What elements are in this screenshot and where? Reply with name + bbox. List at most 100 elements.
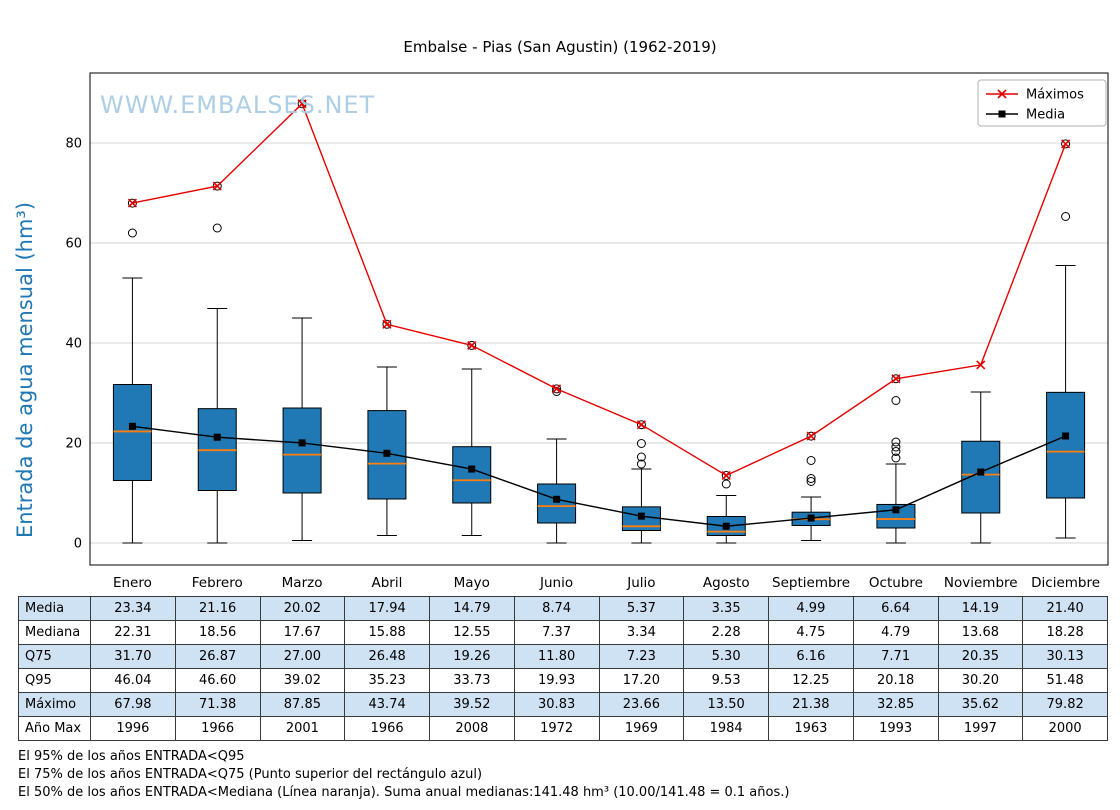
x-tick-label: Febrero <box>192 575 243 591</box>
x-marker <box>721 470 731 481</box>
outlier-marker <box>806 477 816 486</box>
table-cell: 1963 <box>768 716 854 741</box>
table-cell: 22.31 <box>90 620 176 645</box>
outlier-marker <box>467 340 477 350</box>
table-cell: 14.19 <box>937 596 1024 621</box>
x-tick-label: Junio <box>539 575 573 591</box>
table-cell: 21.16 <box>174 596 261 621</box>
x-marker <box>382 319 392 329</box>
outlier-marker <box>127 228 137 238</box>
outlier-marker <box>806 456 816 465</box>
x-marker <box>891 374 901 384</box>
stats-table-wrap: Media 23.34 21.16 20.02 17.94 14.79 8.74 5.37 3.… <box>18 596 1108 741</box>
outlier-marker <box>212 223 222 233</box>
table-cell: 6.16 <box>768 644 854 669</box>
table-cell: 20.18 <box>852 668 939 693</box>
x-marker <box>297 99 307 109</box>
box <box>452 446 492 504</box>
x-tick-label: Diciembre <box>1031 575 1100 591</box>
y-axis-label: Entrada de agua mensual (hm³) <box>13 202 37 538</box>
table-cell: 30.83 <box>513 692 600 717</box>
table-cell: 8.74 <box>513 596 600 621</box>
table-cell: 67.98 <box>90 692 176 717</box>
table-cell: 14.79 <box>429 596 515 621</box>
outlier-marker <box>891 442 901 452</box>
table-cell: 23.66 <box>598 692 685 717</box>
outlier-marker <box>891 453 901 463</box>
table-cell: 21.40 <box>1022 596 1108 621</box>
table-cell: 2.28 <box>683 620 769 645</box>
table-cell: 7.71 <box>852 644 939 669</box>
table-cell: 18.56 <box>174 620 261 645</box>
watermark: WWW.EMBALSES.NET <box>100 91 375 119</box>
table-cell: 4.75 <box>768 620 854 645</box>
table-cell: 1966 <box>344 716 430 741</box>
table-cell: 21.38 <box>768 692 854 717</box>
square-marker <box>807 514 815 522</box>
table-cell: 4.79 <box>852 620 939 645</box>
table-cell: 19.93 <box>513 668 600 693</box>
x-tick-label: Agosto <box>703 575 750 591</box>
table-cell: 5.30 <box>683 644 769 669</box>
row-label: Máximo <box>18 692 91 717</box>
box <box>537 483 577 524</box>
table-cell: 35.23 <box>344 668 430 693</box>
square-marker <box>553 495 561 503</box>
outlier-marker <box>891 396 901 405</box>
square-marker <box>468 465 476 473</box>
table-cell: 46.60 <box>174 668 261 693</box>
table-cell: 12.55 <box>429 620 515 645</box>
outlier-marker <box>552 384 562 394</box>
plot-frame <box>89 72 1109 566</box>
table-cell: 17.20 <box>598 668 685 693</box>
table-cell: 31.70 <box>90 644 176 669</box>
outlier-marker <box>636 452 646 462</box>
table-row: Máximo 67.98 71.38 87.85 43.74 39.52 30.83 23.6… <box>18 692 1108 717</box>
table-cell: 7.37 <box>513 620 600 645</box>
outlier-marker <box>636 439 646 448</box>
table-cell: 1997 <box>937 716 1024 741</box>
legend: Máximos Media <box>977 79 1107 127</box>
table-cell: 13.50 <box>683 692 769 717</box>
square-marker <box>383 449 391 457</box>
footnote-mediana: El 50% de los años ENTRADA<Mediana (Líne… <box>18 785 790 800</box>
square-marker <box>637 512 645 520</box>
x-marker <box>127 198 137 208</box>
table-row: Q95 46.04 46.60 39.02 35.23 33.73 19.93 17.20 9.… <box>18 668 1108 693</box>
x-marker <box>976 360 986 370</box>
outlier-marker <box>552 387 562 396</box>
footnotes: El 95% de los años ENTRADA<Q95 El 75% de… <box>18 748 789 802</box>
square-marker <box>298 439 306 447</box>
table-cell: 87.85 <box>259 692 346 717</box>
outlier-marker <box>636 420 646 430</box>
table-cell: 43.74 <box>344 692 430 717</box>
outlier-marker <box>1061 212 1071 221</box>
square-marker <box>1062 432 1070 440</box>
table-cell: 3.35 <box>683 596 769 621</box>
outlier-marker <box>382 319 392 329</box>
table-cell: 5.37 <box>598 596 685 621</box>
table-cell: 19.26 <box>429 644 515 669</box>
outlier-marker <box>721 471 731 480</box>
table-cell: 1972 <box>513 716 600 741</box>
outlier-marker <box>636 459 646 469</box>
x-marker <box>1061 139 1071 149</box>
outlier-marker <box>212 181 222 191</box>
outlier-marker <box>127 198 137 208</box>
y-tick-label: 60 <box>65 237 82 252</box>
x-tick-label: Julio <box>626 575 655 591</box>
table-cell: 20.02 <box>259 596 346 621</box>
row-label: Media <box>18 596 91 621</box>
y-tick-label: 20 <box>65 437 82 452</box>
row-label: Mediana <box>18 620 91 645</box>
table-cell: 27.00 <box>259 644 346 669</box>
table-cell: 71.38 <box>174 692 261 717</box>
box <box>961 440 1001 514</box>
table-cell: 6.64 <box>852 596 939 621</box>
table-cell: 26.48 <box>344 644 430 669</box>
box <box>282 407 322 494</box>
box <box>1046 391 1086 499</box>
square-marker <box>892 506 900 514</box>
footnote-q95: El 95% de los años ENTRADA<Q95 <box>18 749 245 764</box>
table-cell: 13.68 <box>937 620 1024 645</box>
